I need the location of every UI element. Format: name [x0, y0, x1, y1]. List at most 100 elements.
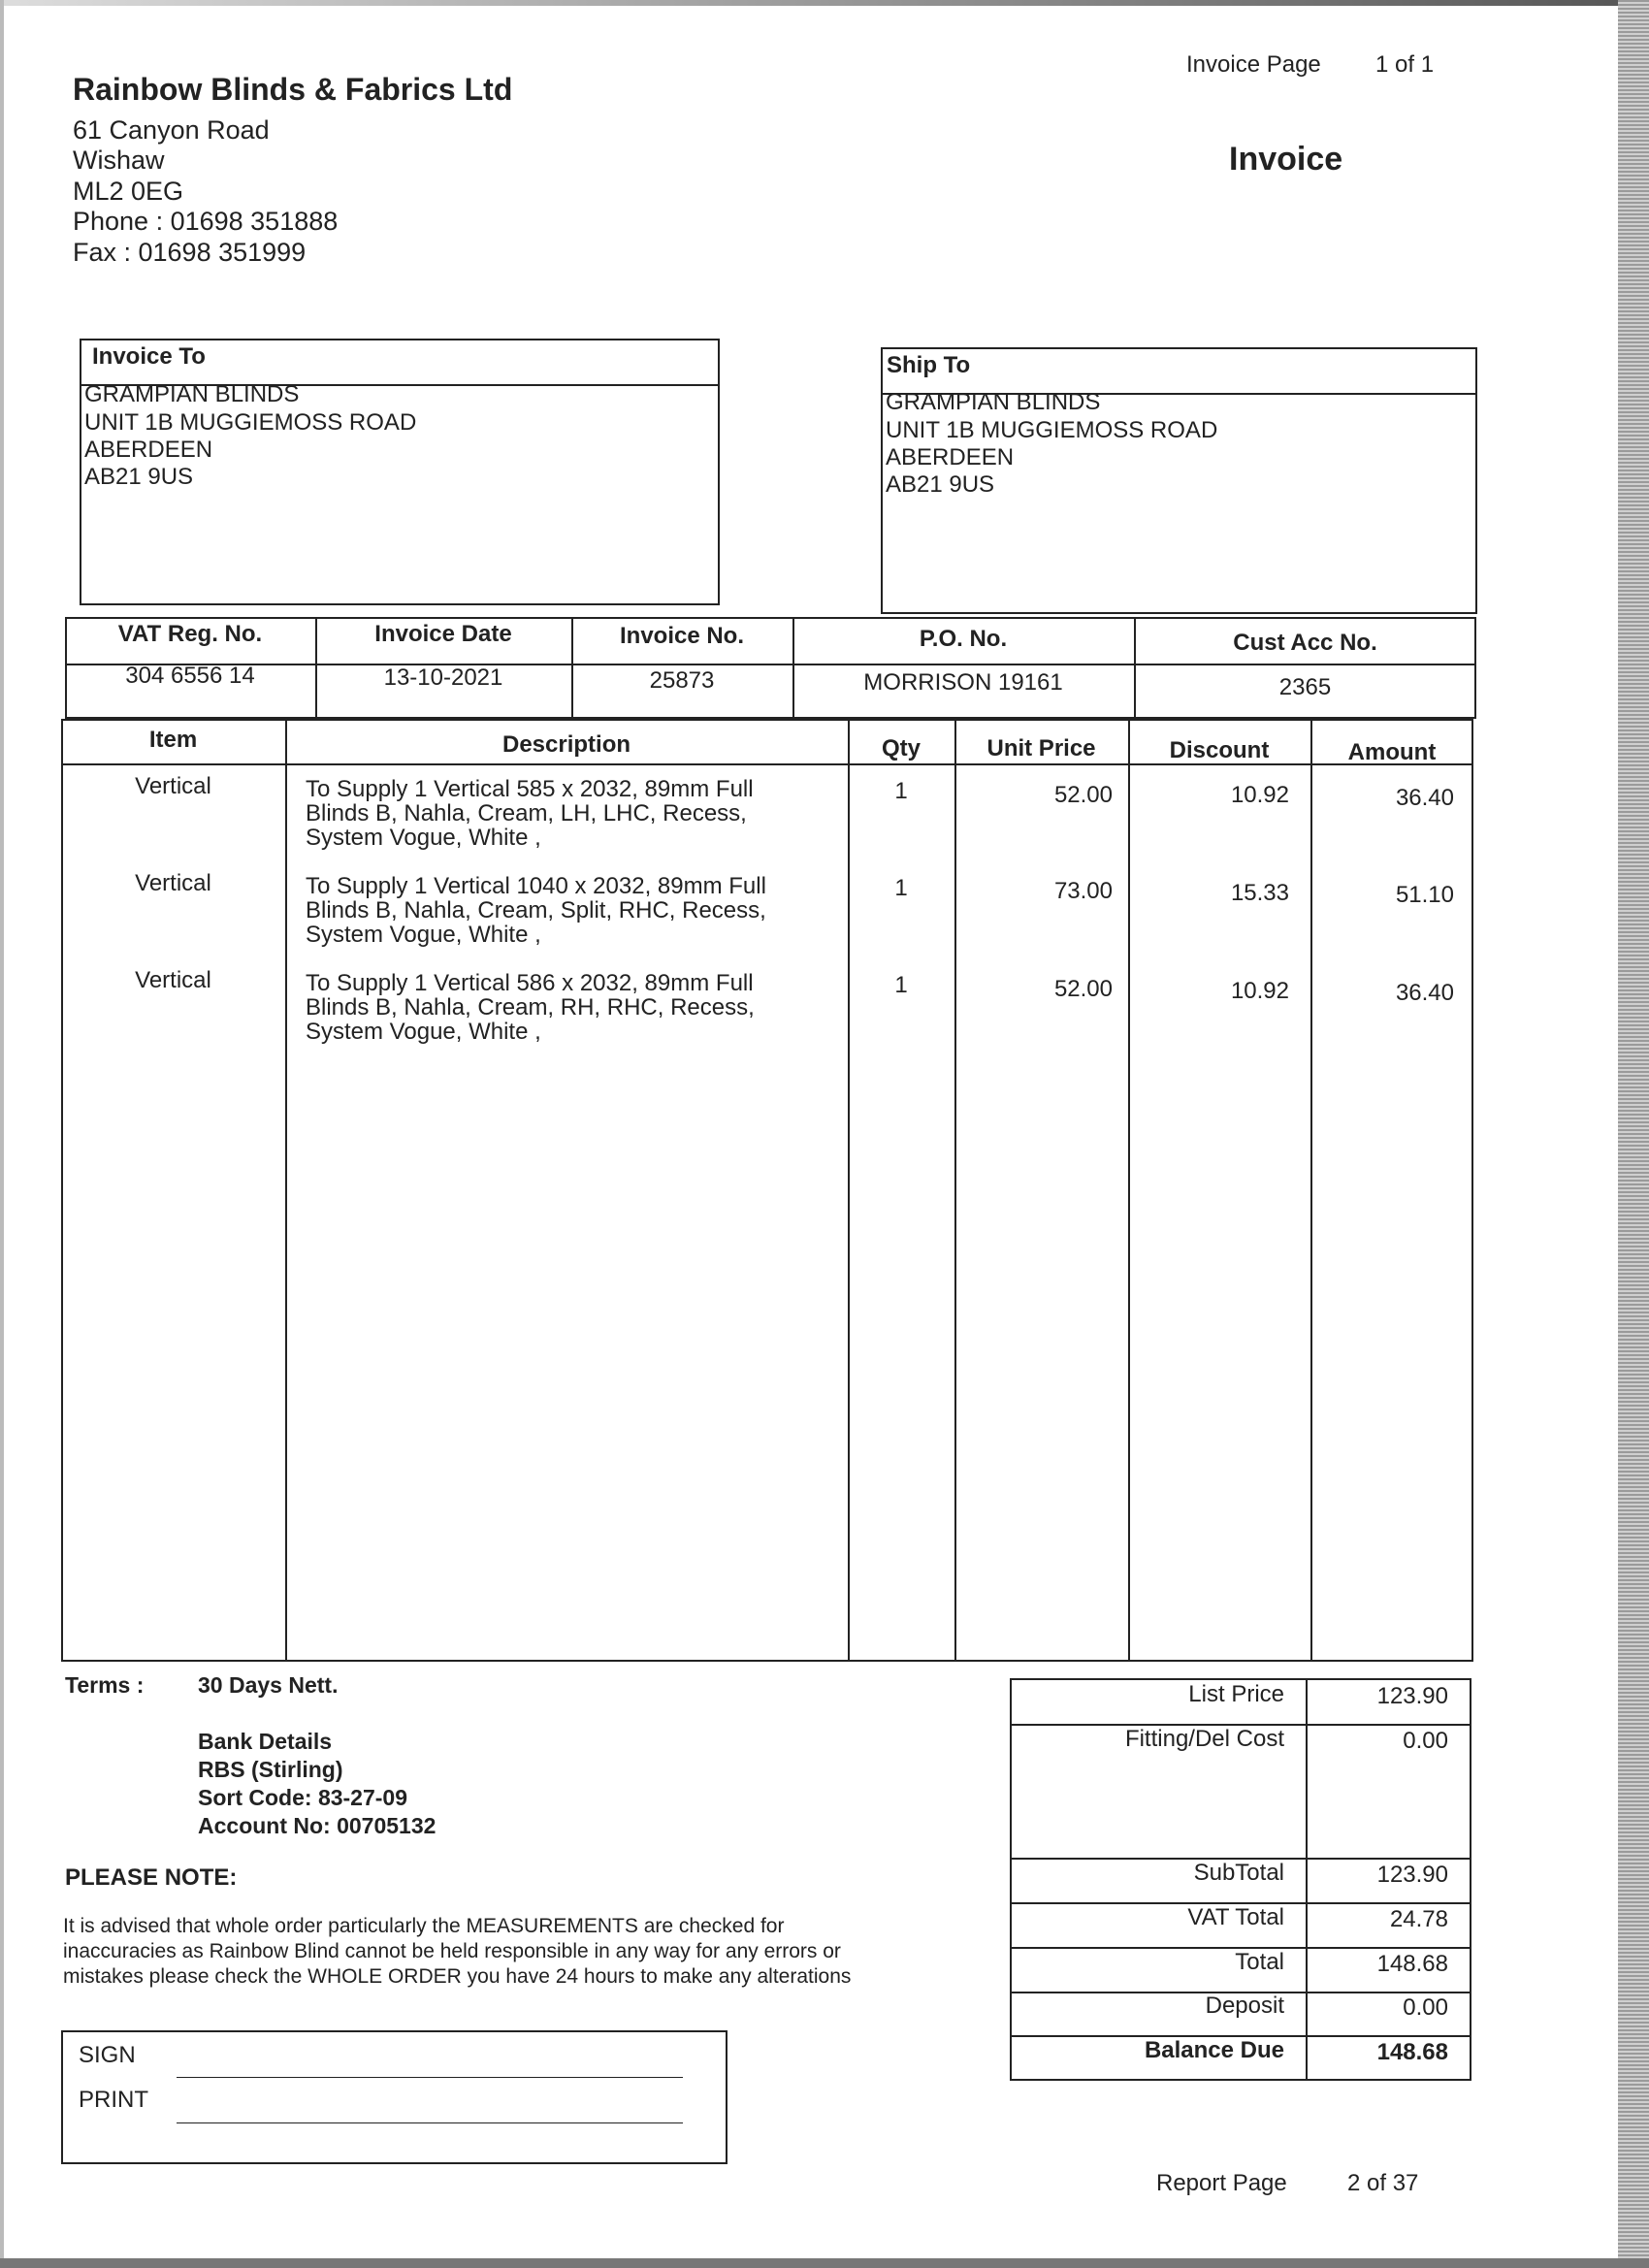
fitting-del-cost-value: 0.00 [1403, 1728, 1448, 1754]
fitting-del-cost-label: Fitting/Del Cost [1124, 1726, 1284, 1752]
deposit-label: Deposit [1205, 1993, 1284, 2019]
items-table [61, 719, 1473, 1662]
item-cell: Vertical [135, 773, 211, 799]
amount-cell: 36.40 [1395, 785, 1454, 811]
divider [61, 763, 1473, 765]
terms-value: 30 Days Nett. [198, 1672, 339, 1698]
invoice-info-table [65, 617, 1476, 719]
item-cell: Vertical [135, 870, 211, 896]
unit-price-cell: 52.00 [1053, 782, 1113, 808]
invoice-page-label: Invoice Page [1186, 51, 1321, 78]
divider [1010, 1947, 1471, 1949]
invoice-to-box [80, 339, 720, 605]
invoice-to-title: Invoice To [92, 343, 206, 370]
terms-label: Terms : [65, 1672, 145, 1698]
ship-to-line: UNIT 1B MUGGIEMOSS ROAD [886, 417, 1218, 443]
discount-cell: 15.33 [1230, 880, 1289, 906]
ship-to-box [881, 347, 1477, 614]
fax: Fax : 01698 351999 [73, 238, 307, 267]
description-line: System Vogue, White , [306, 922, 541, 948]
phone: Phone : 01698 351888 [73, 207, 339, 236]
cust-acc-header: Cust Acc No. [1233, 630, 1377, 656]
address-line: ML2 0EG [73, 177, 184, 206]
list-price-value: 123.90 [1376, 1683, 1448, 1709]
unit-price-cell: 52.00 [1053, 976, 1113, 1002]
unit-price-cell: 73.00 [1053, 878, 1113, 904]
po-no-header: P.O. No. [919, 626, 1008, 652]
ship-to-line: GRAMPIAN BLINDS [886, 389, 1101, 415]
sort-code: Sort Code: 83-27-09 [198, 1785, 408, 1810]
ship-to-line: AB21 9US [886, 471, 995, 498]
discount-cell: 10.92 [1230, 782, 1289, 808]
print-label: PRINT [79, 2087, 148, 2113]
divider [315, 617, 317, 719]
scan-edge-bottom [0, 2258, 1649, 2268]
divider [1134, 617, 1136, 719]
note-line: mistakes please check the WHOLE ORDER yo… [63, 1965, 852, 1988]
vat-reg-value: 304 6556 14 [125, 663, 255, 689]
balance-due-value: 148.68 [1376, 2039, 1448, 2065]
divider [1128, 719, 1130, 1662]
description-line: To Supply 1 Vertical 1040 x 2032, 89mm F… [306, 873, 766, 899]
divider [571, 617, 573, 719]
address-line: 61 Canyon Road [73, 115, 270, 145]
description-line: Blinds B, Nahla, Cream, LH, LHC, Recess, [306, 800, 747, 826]
unit-price-header: Unit Price [986, 735, 1096, 761]
divider [1306, 1678, 1308, 2081]
description-line: Blinds B, Nahla, Cream, Split, RHC, Rece… [306, 897, 766, 923]
invoice-date-value: 13-10-2021 [383, 664, 503, 691]
vat-total-value: 24.78 [1389, 1906, 1448, 1932]
description-cell: To Supply 1 Vertical 586 x 2032, 89mm Fu… [306, 971, 755, 1044]
vat-total-label: VAT Total [1187, 1904, 1284, 1930]
ship-to-title: Ship To [887, 352, 971, 378]
print-line[interactable] [177, 2122, 683, 2123]
divider [1010, 1902, 1471, 1904]
sign-label: SIGN [79, 2042, 136, 2068]
invoice-to-line: ABERDEEN [84, 437, 213, 463]
note-line: It is advised that whole order particula… [63, 1915, 785, 1937]
ship-to-line: ABERDEEN [886, 444, 1015, 470]
invoice-to-line: GRAMPIAN BLINDS [84, 381, 300, 407]
item-cell: Vertical [135, 967, 211, 993]
description-line: To Supply 1 Vertical 586 x 2032, 89mm Fu… [306, 970, 754, 996]
scan-edge-right [1618, 0, 1649, 2268]
signature-box [61, 2030, 728, 2164]
subtotal-label: SubTotal [1193, 1860, 1284, 1886]
subtotal-value: 123.90 [1376, 1862, 1448, 1888]
scan-edge-left [0, 0, 4, 2268]
qty-header: Qty [881, 735, 921, 761]
cust-acc-value: 2365 [1278, 674, 1332, 700]
divider [848, 719, 850, 1662]
divider [1010, 2035, 1471, 2037]
divider [954, 719, 956, 1662]
qty-cell: 1 [894, 778, 908, 804]
account-no: Account No: 00705132 [198, 1813, 436, 1838]
total-value: 148.68 [1376, 1951, 1448, 1977]
divider [1310, 719, 1312, 1662]
description-line: Blinds B, Nahla, Cream, RH, RHC, Recess, [306, 994, 755, 1021]
scan-edge-top [0, 0, 1649, 6]
totals-table [1010, 1678, 1471, 2081]
description-cell: To Supply 1 Vertical 1040 x 2032, 89mm F… [306, 874, 766, 947]
total-label: Total [1235, 1949, 1284, 1975]
po-no-value: MORRISON 19161 [863, 669, 1063, 696]
divider [881, 393, 1477, 395]
address-line: Wishaw [73, 146, 165, 175]
invoice-no-value: 25873 [649, 667, 715, 694]
amount-cell: 36.40 [1395, 980, 1454, 1006]
divider [80, 384, 720, 386]
invoice-page-value: 1 of 1 [1375, 51, 1435, 78]
sign-line[interactable] [177, 2077, 683, 2078]
document-title: Invoice [1229, 141, 1343, 178]
invoice-no-header: Invoice No. [619, 623, 745, 649]
description-line: System Vogue, White , [306, 1019, 541, 1045]
qty-cell: 1 [894, 972, 908, 998]
invoice-to-line: AB21 9US [84, 464, 194, 490]
discount-header: Discount [1169, 737, 1270, 763]
discount-cell: 10.92 [1230, 978, 1289, 1004]
amount-cell: 51.10 [1395, 882, 1454, 908]
divider [65, 664, 1476, 665]
balance-due-label: Balance Due [1144, 2037, 1284, 2063]
qty-cell: 1 [894, 875, 908, 901]
amount-header: Amount [1347, 739, 1437, 765]
